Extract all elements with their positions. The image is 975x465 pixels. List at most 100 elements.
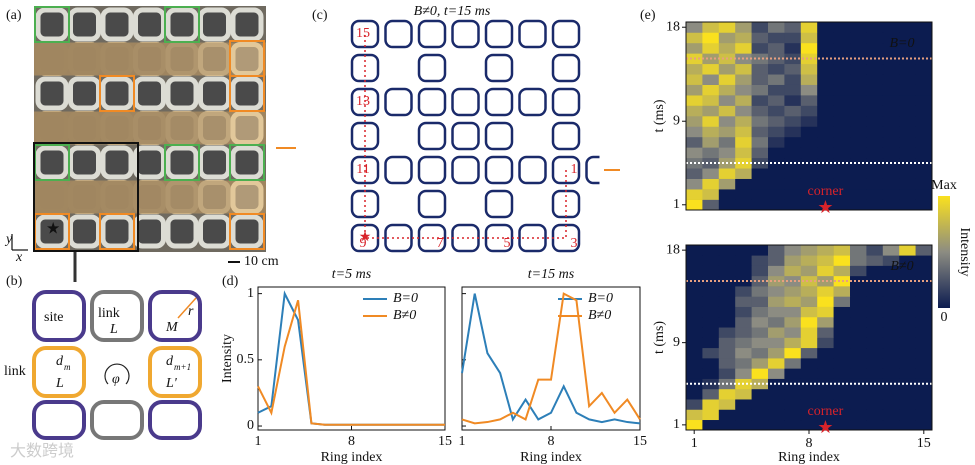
heatmap-cell	[784, 347, 802, 359]
heatmap-cell	[817, 286, 834, 297]
panel-label: (b)	[6, 274, 23, 289]
ring	[551, 53, 581, 83]
heatmap-cell	[768, 116, 785, 127]
ring	[551, 121, 581, 151]
photo-highlight	[229, 75, 265, 112]
heatmap-cell	[768, 22, 785, 33]
heatmap-cell	[784, 74, 802, 85]
axis-label: y	[4, 232, 13, 247]
photo-ring	[230, 145, 264, 180]
heatmap-cell	[735, 358, 752, 369]
heatmap-cell	[768, 327, 785, 338]
heatmap-cell	[899, 296, 916, 307]
heatmap-cell	[817, 189, 834, 200]
heatmap-cell	[915, 199, 933, 211]
heatmap-cell	[899, 419, 916, 431]
heatmap-cell	[882, 409, 900, 421]
heatmap-cell	[899, 399, 916, 410]
heatmap-cell	[850, 399, 867, 410]
photo-ring	[133, 7, 166, 42]
heatmap-cell	[833, 95, 851, 106]
ring	[417, 87, 447, 117]
heatmap-cell	[833, 189, 851, 200]
heatmap-cell	[718, 409, 736, 421]
colorbar-max: Max	[931, 178, 957, 193]
ring	[451, 19, 480, 49]
heatmap-cell	[817, 147, 834, 159]
heatmap-cell	[833, 199, 851, 211]
label: L	[55, 376, 64, 391]
heatmap-cell	[899, 168, 916, 179]
map-label: B=0	[890, 36, 915, 51]
heatmap-cell	[718, 168, 736, 179]
heatmap-cell	[718, 136, 736, 148]
y-tick-label: 18	[666, 19, 680, 34]
heatmap-cell	[718, 347, 736, 359]
ring	[451, 121, 480, 151]
heatmap-cell	[768, 419, 785, 431]
heatmap-cell	[702, 147, 720, 159]
heatmap-cell	[718, 419, 736, 431]
photo-band	[34, 180, 266, 214]
heatmap-cell	[686, 126, 703, 138]
heatmap-cell	[899, 22, 916, 33]
heatmap-cell	[735, 84, 752, 96]
heatmap-cell	[866, 245, 884, 256]
heatmap-cell	[686, 296, 703, 307]
y-tick-label: 18	[666, 242, 680, 257]
heatmap-cell	[882, 147, 900, 159]
heatmap-cell	[866, 84, 884, 96]
heatmap-cell	[800, 347, 818, 359]
label: link	[98, 306, 120, 321]
heatmap-cell	[850, 74, 867, 85]
heatmap-cell	[882, 116, 900, 127]
corner-star: ★	[817, 197, 833, 217]
heatmap-cell	[735, 63, 752, 75]
heatmap-cell	[800, 53, 818, 65]
label: φ	[112, 372, 120, 387]
photo-ring	[133, 214, 166, 249]
heatmap-cell	[768, 337, 785, 349]
heatmap-cell	[882, 358, 900, 369]
site-ring	[32, 400, 86, 440]
photo-ring	[35, 76, 69, 111]
heatmap-cell	[702, 296, 720, 307]
heatmap-cell	[899, 388, 916, 400]
heatmap-cell	[882, 105, 900, 117]
heatmap-cell	[800, 327, 818, 338]
heatmap-cell	[899, 74, 916, 85]
heatmap-cell	[882, 63, 900, 75]
heatmap-cell	[850, 316, 867, 328]
corner-label: corner	[808, 404, 844, 419]
heatmap-cell	[751, 178, 769, 190]
heatmap-cell	[882, 265, 900, 277]
heatmap-cell	[800, 178, 818, 190]
heatmap-cell	[850, 337, 867, 349]
heatmap-cell	[751, 63, 769, 75]
heatmap-cell	[800, 63, 818, 75]
photo-ring	[198, 7, 231, 42]
label: L	[109, 322, 118, 337]
heatmap-cell	[800, 95, 818, 106]
ring-number: 9	[360, 236, 367, 251]
heatmap-cell	[800, 399, 818, 410]
heatmap-cell	[784, 22, 802, 33]
heatmap-cell	[751, 147, 769, 159]
heatmap-cell	[800, 22, 818, 33]
plot-frame	[685, 21, 933, 211]
heatmap-cell	[800, 388, 818, 400]
heatmap-cell	[850, 42, 867, 54]
heatmap-cell	[784, 126, 802, 138]
ring-number: 3	[571, 236, 578, 251]
heatmap-cell	[850, 168, 867, 179]
heatmap-cell	[784, 53, 802, 65]
heatmap-cell	[850, 358, 867, 369]
label: M	[165, 320, 179, 335]
heatmap-cell	[768, 42, 785, 54]
heatmap-cell	[702, 22, 720, 33]
heatmap-cell	[751, 42, 769, 54]
heatmap-cell	[833, 347, 851, 359]
heatmap-cell	[718, 116, 736, 127]
photo-unit-cell	[33, 142, 139, 252]
heatmap-cell	[833, 368, 851, 379]
